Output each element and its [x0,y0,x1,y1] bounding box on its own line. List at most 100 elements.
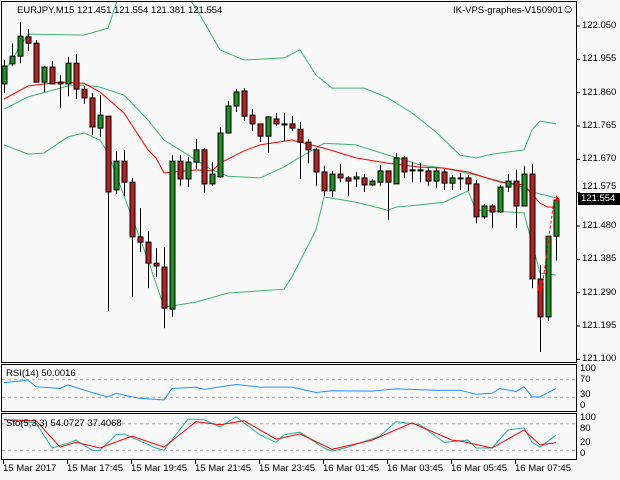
candle-body [25,36,32,44]
time-tick-label: 15 Mar 21:45 [195,463,251,474]
candle-body [473,183,480,218]
candle [505,174,512,192]
candle [193,138,200,170]
candle [137,208,144,252]
candle [329,170,336,197]
candle-body [377,170,384,183]
candle-body [153,262,160,267]
candle [433,168,440,189]
candle-body [457,177,464,180]
price-tick-label: 121.290 [582,286,617,298]
candle-body [9,55,16,65]
candle [249,109,256,131]
candle [401,156,408,178]
candle [457,173,464,190]
candle [17,22,24,64]
candle-body [289,123,296,129]
candle-body [353,176,360,180]
trade-exit-arrow-icon[interactable] [556,195,560,203]
rsi-level-0: 0 [580,400,586,411]
candle-body [401,157,408,173]
price-tick-label: 121.955 [582,53,617,65]
candle [145,230,152,289]
candle [233,89,240,112]
candle-body [121,160,128,183]
candle [297,122,304,179]
candle-body [441,171,448,184]
rsi-label: RSI(14) 50.0016 [6,368,76,379]
candle-body [393,157,400,185]
candle [425,168,432,186]
sto-signal-line [3,419,557,450]
candle-body [57,81,64,85]
bollinger-upper-line [3,2,557,159]
price-tick-label: 121.480 [582,220,617,231]
candle [321,166,328,197]
candle [281,113,288,142]
candle [521,166,528,207]
candle [361,174,368,192]
sto-level-100: 100 [580,412,596,423]
candle [545,235,552,322]
candle-body [497,186,504,213]
candle-body [345,177,352,182]
price-tick-label: 121.575 [582,181,617,192]
candle [105,115,112,311]
candle [169,155,176,317]
candle-body [513,180,520,207]
price-tick-label: 122.050 [582,20,617,31]
smiley-icon[interactable]: ☺ [562,2,575,16]
candle-body [273,118,280,125]
rsi-level-100: 100 [580,363,596,374]
candle [497,184,504,214]
candle-body [537,278,544,318]
candle [161,247,168,329]
candle-body [161,266,168,309]
candle-body [425,170,432,182]
candle [217,127,224,178]
candle-body [233,91,240,107]
candle-body [545,235,552,318]
candle [177,155,184,186]
candle-body [409,169,416,172]
symbol-info: EURJPY,M15 121.451 121.554 121.381 121.5… [17,5,223,16]
trade-entry-arrow-icon[interactable] [538,285,543,292]
candle [81,86,88,104]
time-tick-label: 15 Mar 23:45 [259,463,315,474]
candle-body [553,199,560,237]
bollinger-middle-line [3,84,557,199]
candle [353,171,360,188]
candle [73,54,80,99]
candle [65,56,72,97]
candle-body [89,97,96,128]
candle [273,113,280,126]
candle [513,169,520,229]
bollinger-lower-line [3,132,557,308]
candle-body [177,160,184,180]
candle-body [49,66,56,85]
candle [129,177,136,297]
candle [417,163,424,183]
candle [121,149,128,197]
candle-body [257,123,264,137]
rsi-level-70: 70 [580,374,591,385]
price-tick-label: 121.385 [582,253,617,265]
candle [41,66,48,92]
candle-body [145,241,152,264]
sto-level-20: 20 [580,437,591,448]
price-tick-label: 121.100 [582,353,617,365]
candle [305,138,312,164]
candle-body [169,160,176,310]
candle-body [41,66,48,83]
time-tick-label: 15 Mar 17:45 [67,463,123,474]
main-panel-frame [1,1,577,363]
time-tick-label: 16 Mar 03:45 [387,463,443,474]
time-tick-label: 15 Mar 2017 [3,463,57,474]
candle-body [225,105,232,134]
candle-body [129,181,136,238]
sto-level-0: 0 [580,448,586,459]
candle [553,199,560,261]
candle [481,203,488,219]
candle [257,123,264,143]
